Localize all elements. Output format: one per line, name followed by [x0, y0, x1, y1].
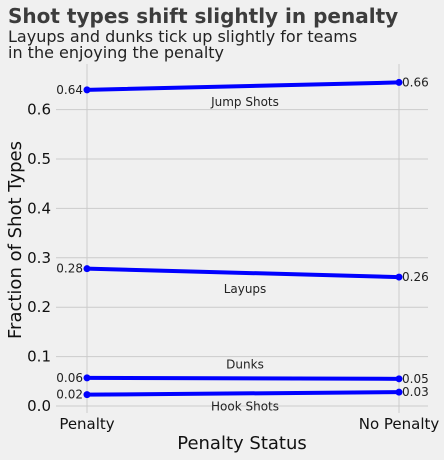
- grid: [56, 64, 428, 413]
- series-point: [83, 391, 91, 399]
- series-point: [83, 265, 91, 273]
- data-label: 0.66: [402, 75, 429, 89]
- x-tick-label: Penalty: [59, 415, 114, 433]
- series-name-label: Dunks: [226, 357, 264, 371]
- y-tick-label: 0.0: [27, 397, 51, 415]
- y-tick-label: 0.4: [27, 199, 51, 217]
- series-name-label: Hook Shots: [211, 399, 279, 413]
- series-lines: 0.64 0.66 Jump Shots 0.28 0.26 Layups 0.06 0.05…: [56, 75, 428, 413]
- data-label: 0.02: [56, 388, 83, 402]
- chart-subtitle-line-1: Layups and dunks tick up slightly for te…: [8, 27, 357, 46]
- x-tick-label: No Penalty: [359, 415, 440, 433]
- y-tick-label: 0.2: [27, 298, 51, 316]
- data-label: 0.28: [56, 262, 83, 276]
- series-name-label: Jump Shots: [210, 95, 279, 109]
- x-axis-label: Penalty Status: [177, 433, 307, 454]
- series-point: [395, 388, 403, 396]
- series-line: [85, 390, 401, 397]
- chart-title: Shot types shift slightly in penalty: [8, 4, 398, 28]
- data-label: 0.03: [402, 385, 429, 399]
- series-point: [395, 375, 403, 383]
- series-point: [395, 273, 403, 281]
- y-tick-label: 0.3: [27, 249, 51, 267]
- data-label: 0.64: [56, 83, 83, 97]
- y-tick-label: 0.5: [27, 150, 51, 168]
- series-name-label: Layups: [224, 282, 267, 296]
- series-line: [85, 266, 401, 280]
- axis-ticks: 0.0 0.1 0.2 0.3 0.4 0.5 0.6 Penalty No Penalty: [27, 101, 439, 433]
- y-tick-label: 0.6: [27, 101, 51, 119]
- series-point: [83, 374, 91, 382]
- series-line: [85, 80, 401, 92]
- series-line: [85, 375, 401, 381]
- data-label: 0.26: [402, 270, 429, 284]
- data-label: 0.05: [402, 372, 429, 386]
- series-point: [395, 78, 403, 86]
- y-axis-label: Fraction of Shot Types: [5, 141, 26, 339]
- chart-subtitle-line-2: in the enjoying the penalty: [8, 43, 224, 62]
- data-label: 0.06: [56, 371, 83, 385]
- y-tick-label: 0.1: [27, 348, 51, 366]
- series-point: [83, 86, 91, 94]
